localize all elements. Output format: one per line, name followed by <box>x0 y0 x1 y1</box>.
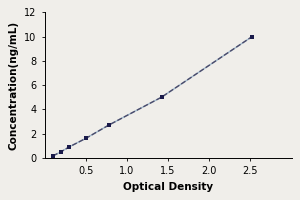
Point <box>59 150 64 153</box>
Point <box>83 137 88 140</box>
Point <box>106 123 111 127</box>
Point <box>250 35 254 38</box>
Point <box>67 145 72 148</box>
X-axis label: Optical Density: Optical Density <box>123 182 213 192</box>
Point <box>159 96 164 99</box>
Y-axis label: Concentration(ng/mL): Concentration(ng/mL) <box>8 20 18 150</box>
Point <box>50 154 55 158</box>
